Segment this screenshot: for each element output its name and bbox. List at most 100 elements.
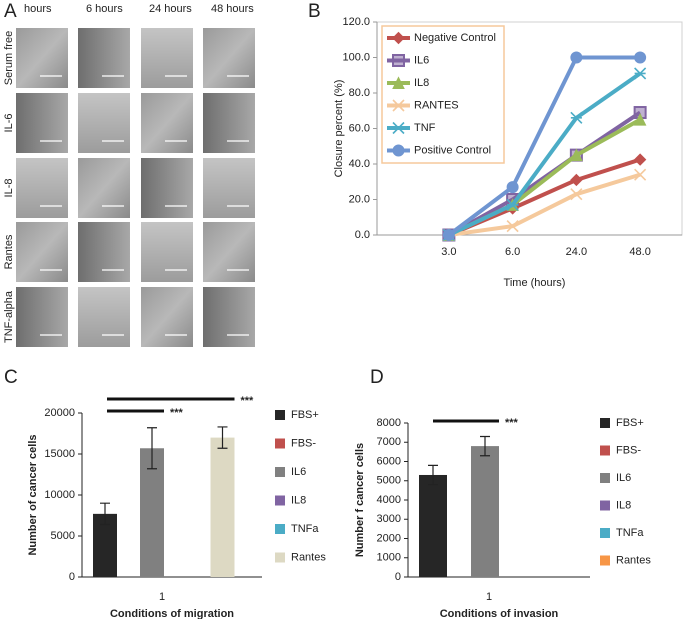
micrograph [16, 93, 68, 153]
x-tick-label: 48.0 [629, 246, 650, 258]
x-tick-label: 24.0 [566, 246, 587, 258]
panel-label: A [4, 1, 17, 22]
micrograph [141, 222, 193, 282]
marker [392, 76, 405, 89]
x-tick-label: 1 [159, 591, 165, 603]
row-label: Serum free [3, 31, 15, 85]
micrograph [78, 93, 130, 153]
y-axis-label: Number of cancer cells [27, 434, 39, 555]
micrograph [203, 93, 255, 153]
legend-label: RANTES [414, 99, 459, 111]
x-tick-label: 6.0 [505, 246, 520, 258]
y-tick-label: 100.0 [342, 51, 370, 63]
series-line [447, 55, 641, 237]
y-tick-label: 0 [69, 571, 75, 583]
marker [506, 220, 519, 233]
micrograph [16, 28, 68, 88]
x-axis-label: Conditions of migration [110, 608, 234, 619]
y-tick-label: 0.0 [355, 229, 370, 241]
legend-label: IL8 [291, 494, 306, 506]
micrograph [78, 28, 130, 88]
error-bar [428, 464, 438, 486]
bar [210, 437, 235, 577]
marker [634, 67, 647, 80]
legend-swatch [275, 467, 285, 477]
legend-label: TNFa [616, 527, 644, 539]
micrograph [141, 158, 193, 218]
legend-label: FBS- [616, 444, 641, 456]
panel-label: B [308, 1, 321, 22]
y-tick-label: 5000 [51, 530, 75, 542]
column-header: hours [24, 3, 52, 15]
series-line [448, 172, 641, 237]
column-header: 6 hours [86, 3, 123, 15]
y-tick-label: 8000 [377, 417, 401, 429]
legend-swatch [600, 555, 610, 566]
marker [506, 181, 519, 194]
micrograph [141, 28, 193, 88]
significance-label: *** [241, 395, 255, 407]
legend-label: Positive Control [414, 144, 491, 156]
micrograph [141, 93, 193, 153]
panel-label: D [370, 367, 384, 388]
marker [392, 121, 405, 135]
error-bar [147, 427, 157, 470]
marker [392, 144, 405, 157]
micrograph [203, 28, 255, 88]
legend-label: TNF [414, 122, 436, 134]
y-tick-label: 2000 [377, 532, 401, 544]
legend-swatch [600, 445, 610, 456]
legend-label: Negative Control [414, 32, 496, 44]
legend-label: IL6 [291, 466, 306, 478]
legend-swatch [275, 524, 285, 534]
micrograph [16, 158, 68, 218]
legend-label: Rantes [616, 554, 651, 566]
y-axis-label: Closure percent (%) [333, 80, 345, 178]
y-axis-label: Number f cancer cells [354, 443, 366, 557]
legend-swatch [275, 552, 285, 563]
legend-label: Rantes [291, 551, 326, 563]
marker [392, 31, 405, 45]
series-line [448, 157, 641, 237]
marker [633, 113, 647, 126]
marker [392, 99, 405, 112]
y-tick-label: 40.0 [349, 158, 370, 170]
panel-label: C [4, 367, 18, 388]
marker [634, 168, 647, 181]
marker [570, 51, 583, 64]
y-tick-label: 0 [395, 571, 401, 583]
marker [570, 173, 583, 187]
marker [570, 148, 583, 162]
legend-swatch [275, 495, 285, 506]
error-bar [480, 435, 490, 457]
micrograph [203, 158, 255, 218]
x-tick-label: 3.0 [441, 246, 456, 258]
marker [634, 51, 647, 64]
micrograph [203, 222, 255, 282]
micrograph [78, 158, 130, 218]
micrograph [141, 287, 193, 347]
column-header: 24 hours [149, 3, 192, 15]
y-tick-label: 20000 [44, 407, 75, 419]
legend-label: FBS- [291, 437, 316, 449]
marker [392, 54, 405, 67]
y-tick-label: 5000 [377, 475, 401, 487]
y-tick-label: 60.0 [349, 122, 370, 134]
y-tick-label: 3000 [377, 513, 401, 525]
legend-swatch [275, 438, 285, 449]
bar [471, 446, 499, 577]
marker [506, 198, 519, 211]
legend-label: FBS+ [291, 409, 319, 421]
y-tick-label: 80.0 [349, 87, 370, 99]
legend-label: IL8 [616, 499, 631, 511]
marker [633, 153, 647, 166]
x-tick-label: 1 [486, 591, 492, 603]
marker [570, 111, 583, 124]
y-tick-label: 7000 [377, 436, 401, 448]
bar [419, 474, 447, 577]
marker [442, 229, 455, 241]
micrograph [16, 287, 68, 347]
y-tick-label: 6000 [377, 455, 401, 467]
y-tick-label: 20.0 [349, 193, 370, 205]
